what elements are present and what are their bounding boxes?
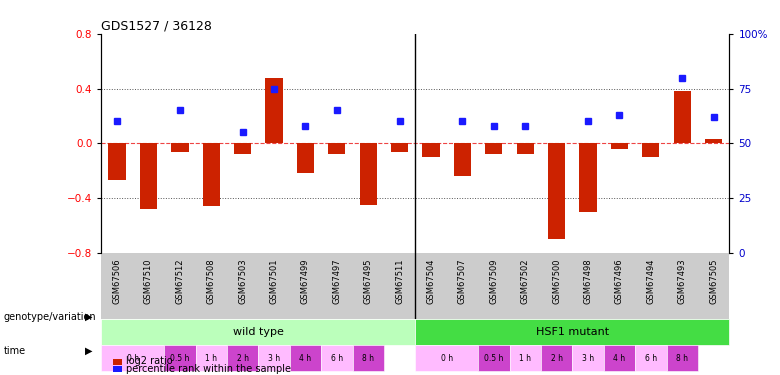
Text: GSM67509: GSM67509 xyxy=(489,258,498,304)
Bar xyxy=(203,143,220,206)
Text: GSM67511: GSM67511 xyxy=(395,258,404,304)
Bar xyxy=(423,143,440,157)
Bar xyxy=(227,345,258,371)
Text: GSM67505: GSM67505 xyxy=(709,258,718,304)
Bar xyxy=(541,345,573,371)
Bar xyxy=(391,143,408,152)
Text: GSM67496: GSM67496 xyxy=(615,258,624,304)
Text: 4 h: 4 h xyxy=(613,354,626,363)
Bar xyxy=(108,143,126,180)
Bar xyxy=(290,345,321,371)
Text: percentile rank within the sample: percentile rank within the sample xyxy=(126,364,291,374)
Text: 8 h: 8 h xyxy=(362,354,374,363)
Text: 4 h: 4 h xyxy=(300,354,311,363)
Text: GDS1527 / 36128: GDS1527 / 36128 xyxy=(101,20,212,33)
Bar xyxy=(165,345,196,371)
Bar xyxy=(265,78,282,143)
Text: GSM67493: GSM67493 xyxy=(678,258,686,304)
Text: 3 h: 3 h xyxy=(268,354,280,363)
Bar xyxy=(509,345,541,371)
Bar xyxy=(258,345,290,371)
Bar xyxy=(416,319,729,345)
Text: wild type: wild type xyxy=(233,327,284,337)
Bar xyxy=(485,143,502,154)
Text: 6 h: 6 h xyxy=(331,354,343,363)
Text: GSM67495: GSM67495 xyxy=(363,258,373,304)
Bar xyxy=(140,143,157,209)
Text: 1 h: 1 h xyxy=(205,354,218,363)
Text: ▶: ▶ xyxy=(84,312,92,322)
Bar xyxy=(328,143,346,154)
Text: GSM67507: GSM67507 xyxy=(458,258,467,304)
Text: GSM67512: GSM67512 xyxy=(176,258,184,304)
Text: 1 h: 1 h xyxy=(519,354,531,363)
Text: 0 h: 0 h xyxy=(441,354,453,363)
Text: GSM67508: GSM67508 xyxy=(207,258,216,304)
Bar xyxy=(478,345,509,371)
Bar xyxy=(196,345,227,371)
Text: 0 h: 0 h xyxy=(126,354,139,363)
Text: GSM67497: GSM67497 xyxy=(332,258,342,304)
Text: 2 h: 2 h xyxy=(236,354,249,363)
Bar xyxy=(580,143,597,212)
Bar xyxy=(635,345,667,371)
Text: 8 h: 8 h xyxy=(676,354,688,363)
Bar xyxy=(101,319,415,345)
Text: genotype/variation: genotype/variation xyxy=(4,312,97,322)
Text: 0.5 h: 0.5 h xyxy=(484,354,504,363)
Text: GSM67510: GSM67510 xyxy=(144,258,153,304)
Bar xyxy=(101,345,165,371)
Bar xyxy=(353,345,384,371)
Text: GSM67502: GSM67502 xyxy=(521,258,530,304)
Text: ▶: ▶ xyxy=(84,346,92,355)
Text: GSM67500: GSM67500 xyxy=(552,258,561,304)
Text: GSM67506: GSM67506 xyxy=(112,258,122,304)
Text: 0.5 h: 0.5 h xyxy=(170,354,190,363)
Text: time: time xyxy=(4,346,26,355)
Text: HSF1 mutant: HSF1 mutant xyxy=(536,327,609,337)
Bar xyxy=(516,143,534,154)
Bar xyxy=(573,345,604,371)
Bar xyxy=(611,143,628,149)
Text: 2 h: 2 h xyxy=(551,354,562,363)
Text: 3 h: 3 h xyxy=(582,354,594,363)
Bar xyxy=(705,139,722,143)
Bar xyxy=(642,143,659,157)
Bar xyxy=(360,143,377,205)
Bar xyxy=(674,91,691,143)
Text: GSM67498: GSM67498 xyxy=(583,258,593,304)
Text: GSM67494: GSM67494 xyxy=(647,258,655,304)
Text: log2 ratio: log2 ratio xyxy=(126,357,172,366)
Text: 6 h: 6 h xyxy=(645,354,657,363)
Bar xyxy=(604,345,635,371)
Bar xyxy=(548,143,565,239)
Bar xyxy=(172,143,189,152)
Bar xyxy=(297,143,314,174)
Text: GSM67499: GSM67499 xyxy=(301,258,310,304)
Bar xyxy=(321,345,353,371)
Text: GSM67504: GSM67504 xyxy=(427,258,435,304)
Text: GSM67501: GSM67501 xyxy=(270,258,278,304)
Bar xyxy=(454,143,471,176)
Bar xyxy=(416,345,478,371)
Bar xyxy=(667,345,698,371)
Text: GSM67503: GSM67503 xyxy=(238,258,247,304)
Bar xyxy=(234,143,251,154)
